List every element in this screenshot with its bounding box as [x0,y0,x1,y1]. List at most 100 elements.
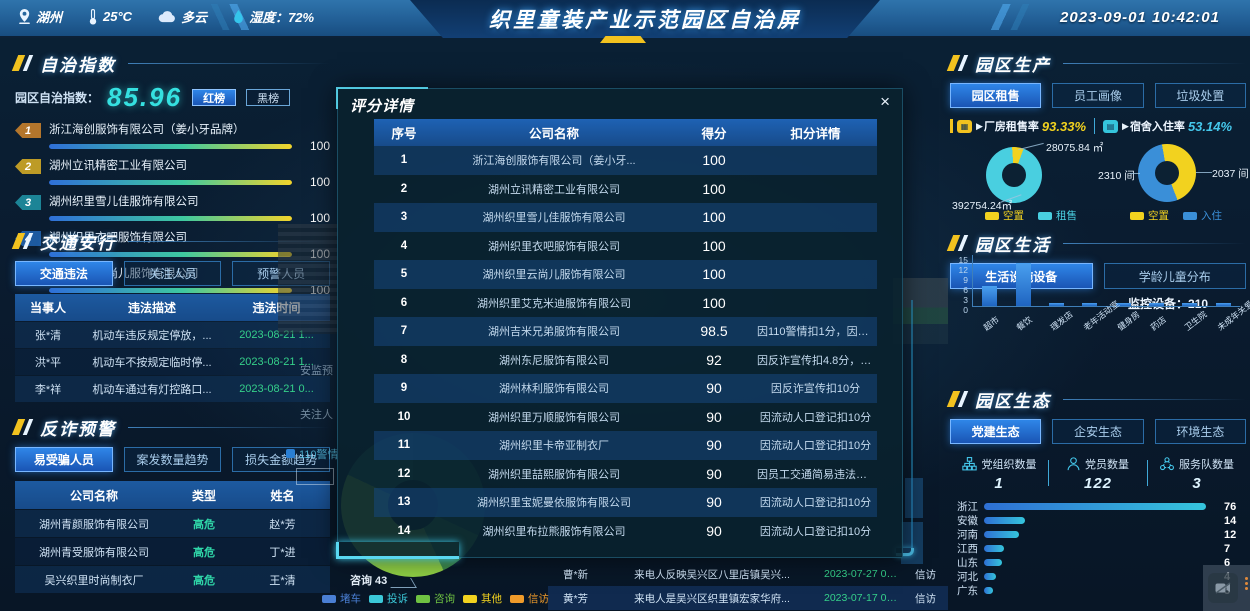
score-row[interactable]: 2 湖州立讯精密工业有限公司 100 [400,180,726,197]
production-tab-2[interactable]: 员工画像 [1052,83,1144,108]
province-bar-row: 广东3 [950,585,1246,598]
bg-fragment-110: 110警情 [299,449,339,461]
fraud-tab-3[interactable]: 损失金额趋势 [232,447,331,472]
index-value: 85.96 [107,82,183,112]
factory-rented-label: 392754.24㎡ [952,200,1013,212]
rank-item[interactable]: 2 湖州立讯精密工业有限公司 100 [15,157,330,189]
fraud-tab-2[interactable]: 案发数量趋势 [123,447,222,472]
autonomy-title-row: 自治指数 [11,52,330,75]
score-row[interactable]: 1 浙江海创服饰有限公司（姜小牙... 100 [374,146,877,175]
production-tabs: 园区租售 员工画像 垃圾处置 [950,83,1246,108]
legend-item: 入住 [1183,208,1222,223]
title-rule [128,240,330,242]
title-slash-icon [957,55,969,71]
rank-item[interactable]: 3 湖州织里雪儿佳服饰有限公司 100 [15,193,330,225]
hotline-table: 曹*新 来电人反映吴兴区八里店镇吴兴... 2023-07-27 07... 信访黄*… [548,562,948,610]
table-row[interactable]: 李*祥 机动车通过有灯控路口... 2023-08-21 0... [15,376,330,402]
factory-vacant-label: 28075.84 ㎡ [1046,142,1104,154]
hotline-row[interactable]: 黄*芳 来电人是吴兴区织里镇宏家华府... 2023-07-17 09... 信访 [548,586,948,610]
hotline-row[interactable]: 曹*新 来电人反映吴兴区八里店镇吴兴... 2023-07-27 07... 信访 [562,568,936,581]
score-row[interactable]: 14 湖州织里布拉熊服饰有限公司 90 因流动人口登记扣10分 [397,522,872,539]
stat-value: 3 [1192,475,1202,492]
section-title: 反诈预警 [40,419,116,439]
y-axis: 15 12 9 6 3 0 [958,255,968,315]
ecology-tab-3[interactable]: 环境生态 [1154,419,1246,444]
dorm-donut-legend: 空置 入住 [1130,208,1222,223]
bg-flow-rect [901,522,923,564]
bg-flow-line [911,300,913,548]
stat-value: 1 [994,475,1004,492]
black-list-button[interactable]: 黑榜 [246,89,291,106]
arrow-icon: ▶ [976,120,983,131]
title-slash-icon [957,391,969,407]
score-row[interactable]: 4 湖州织里衣吧服饰有限公司 100 [400,237,726,254]
red-list-button[interactable]: 红榜 [192,89,237,106]
bg-fragment-anjian: 安监预 [300,365,333,377]
score-row[interactable]: 3 湖州织里雪儿佳服饰有限公司 100 [374,203,877,232]
legend-item: 空置 [1130,208,1169,223]
connector-line [1018,142,1044,151]
floating-video-widget[interactable] [1203,565,1250,611]
panel-park-life: 园区生活 生活设施设备学龄儿童分布 [946,232,1246,289]
score-row[interactable]: 12湖州织里喆熙服饰有限公司90因员工交通简易违法守法率扣10分 [397,465,877,482]
column-header: 类型 [191,488,216,503]
page-title: 织里童装产业示范园区自治屏 [489,9,801,32]
score-row[interactable]: 11 湖州织里卡帝亚制衣厂 90 因流动人口登记扣10分 [374,431,877,460]
consult-label: 咨询 43 [350,575,388,587]
province-bar-row: 江西 7 [957,542,1231,556]
facilities-bar-chart: 15 12 9 6 3 0 超市 餐饮 理发店 老年活动室 健身房 药店 卫生院 未成年关爱中心 [952,255,1250,355]
factory-icon: ▦ [957,119,972,133]
section-title: 园区生活 [975,235,1051,255]
score-row[interactable]: 13 湖州织里宝妮曼依服饰有限公司 90 因流动人口登记扣10分 [374,488,877,517]
panel-park-ecology: 园区生态 党建生态 企安生态 环境生态 党组织数量 1 党员数量 122 [946,388,1246,598]
traffic-tab-1[interactable]: 交通违法 [15,261,113,286]
x-axis-labels: 超市 餐饮 理发店 老年活动室 健身房 药店 卫生院 未成年关爱中心 [981,288,1250,333]
table-row[interactable]: 洪*平 机动车不按规定临时停... 2023-08-21 1... [15,349,330,375]
bg-cityscape-left [278,224,338,334]
connector-line [1130,173,1140,174]
table-row[interactable]: 吴兴织里时尚制衣厂 高危 王*清 [15,566,330,593]
province-bar-row: 河南 12 [957,528,1237,542]
title-slash-icon [22,419,34,435]
camera-off-icon [1208,573,1238,603]
table-row[interactable]: 张*清 机动车违反规定停放，... 2023-08-21 1... [15,322,330,348]
production-tab-1[interactable]: 园区租售 [950,83,1042,108]
top-header: 湖州 25°C 多云 湿度：72% 织里童装产业示范园区自治屏 2023-09-… [0,0,1250,38]
section-title: 交通安行 [40,233,116,253]
score-row[interactable]: 10 湖州织里万顺服饰有限公司 90 因流动人口登记扣10分 [397,408,872,425]
divider [1094,118,1096,134]
fraud-tab-1[interactable]: 易受骗人员 [15,447,113,472]
dorm-vacant-label: 2037 间 [1212,168,1249,180]
production-tab-3[interactable]: 垃圾处置 [1154,83,1246,108]
bar [1015,262,1031,306]
party-member-icon [1067,457,1080,471]
title-rule [1063,62,1246,64]
hotline-legend: 堵车 投诉 咨询 其他 信访 [322,591,549,606]
traffic-tab-2[interactable]: 关注人员 [123,261,222,286]
stat-label: 服务队数量 [1179,459,1234,471]
panel-park-production: 园区生产 园区租售 员工画像 垃圾处置 ▦ ▶ 厂房租售率 93.33% ▤ ▶ 宿… [946,52,1246,134]
index-label: 园区自治指数： [15,91,100,105]
rank-item[interactable]: 1 浙江海创服饰有限公司（姜小牙品牌） 100 [15,121,330,153]
dorm-icon: ▤ [1103,119,1119,133]
table-row[interactable]: 湖州青颜服饰有限公司 高危 赵*芳 [15,510,330,537]
score-row[interactable]: 7湖州吉米兄弟服饰有限公司98.5因110警情扣1分，因员工交通简... [374,317,877,346]
arrow-icon: ▶ [1122,120,1129,131]
ecology-tab-2[interactable]: 企安生态 [1052,419,1144,444]
table-row[interactable]: 湖州青受服饰有限公司 高危 丁*进 [15,538,330,565]
ecology-tab-1[interactable]: 党建生态 [950,419,1042,444]
score-row[interactable]: 5 湖州织里云尚儿服饰有限公司 100 [374,260,877,289]
province-bar-row: 河北4 [950,571,1246,584]
legend-item: 其他 [463,591,502,606]
drag-handle-dots[interactable] [1245,577,1248,590]
score-row[interactable]: 9 湖州林利服饰有限公司 90 因反诈宣传扣10分 [374,374,877,403]
consult-connector [385,578,417,588]
close-icon[interactable]: × [880,92,890,111]
dorm-rate-label: 宿舍入住率 [1129,121,1185,133]
life-tab-2[interactable]: 学龄儿童分布 [1103,263,1246,289]
score-row[interactable]: 6 湖州织里艾克米迪服饰有限公司 100 [400,294,726,311]
legend-item: 咨询 [416,591,455,606]
dorm-occupancy-donut-chart [1138,144,1196,202]
bar [1082,302,1098,306]
score-row[interactable]: 8湖州东尼服饰有限公司92因反诈宣传扣4.8分，因流动人口... [400,351,877,368]
